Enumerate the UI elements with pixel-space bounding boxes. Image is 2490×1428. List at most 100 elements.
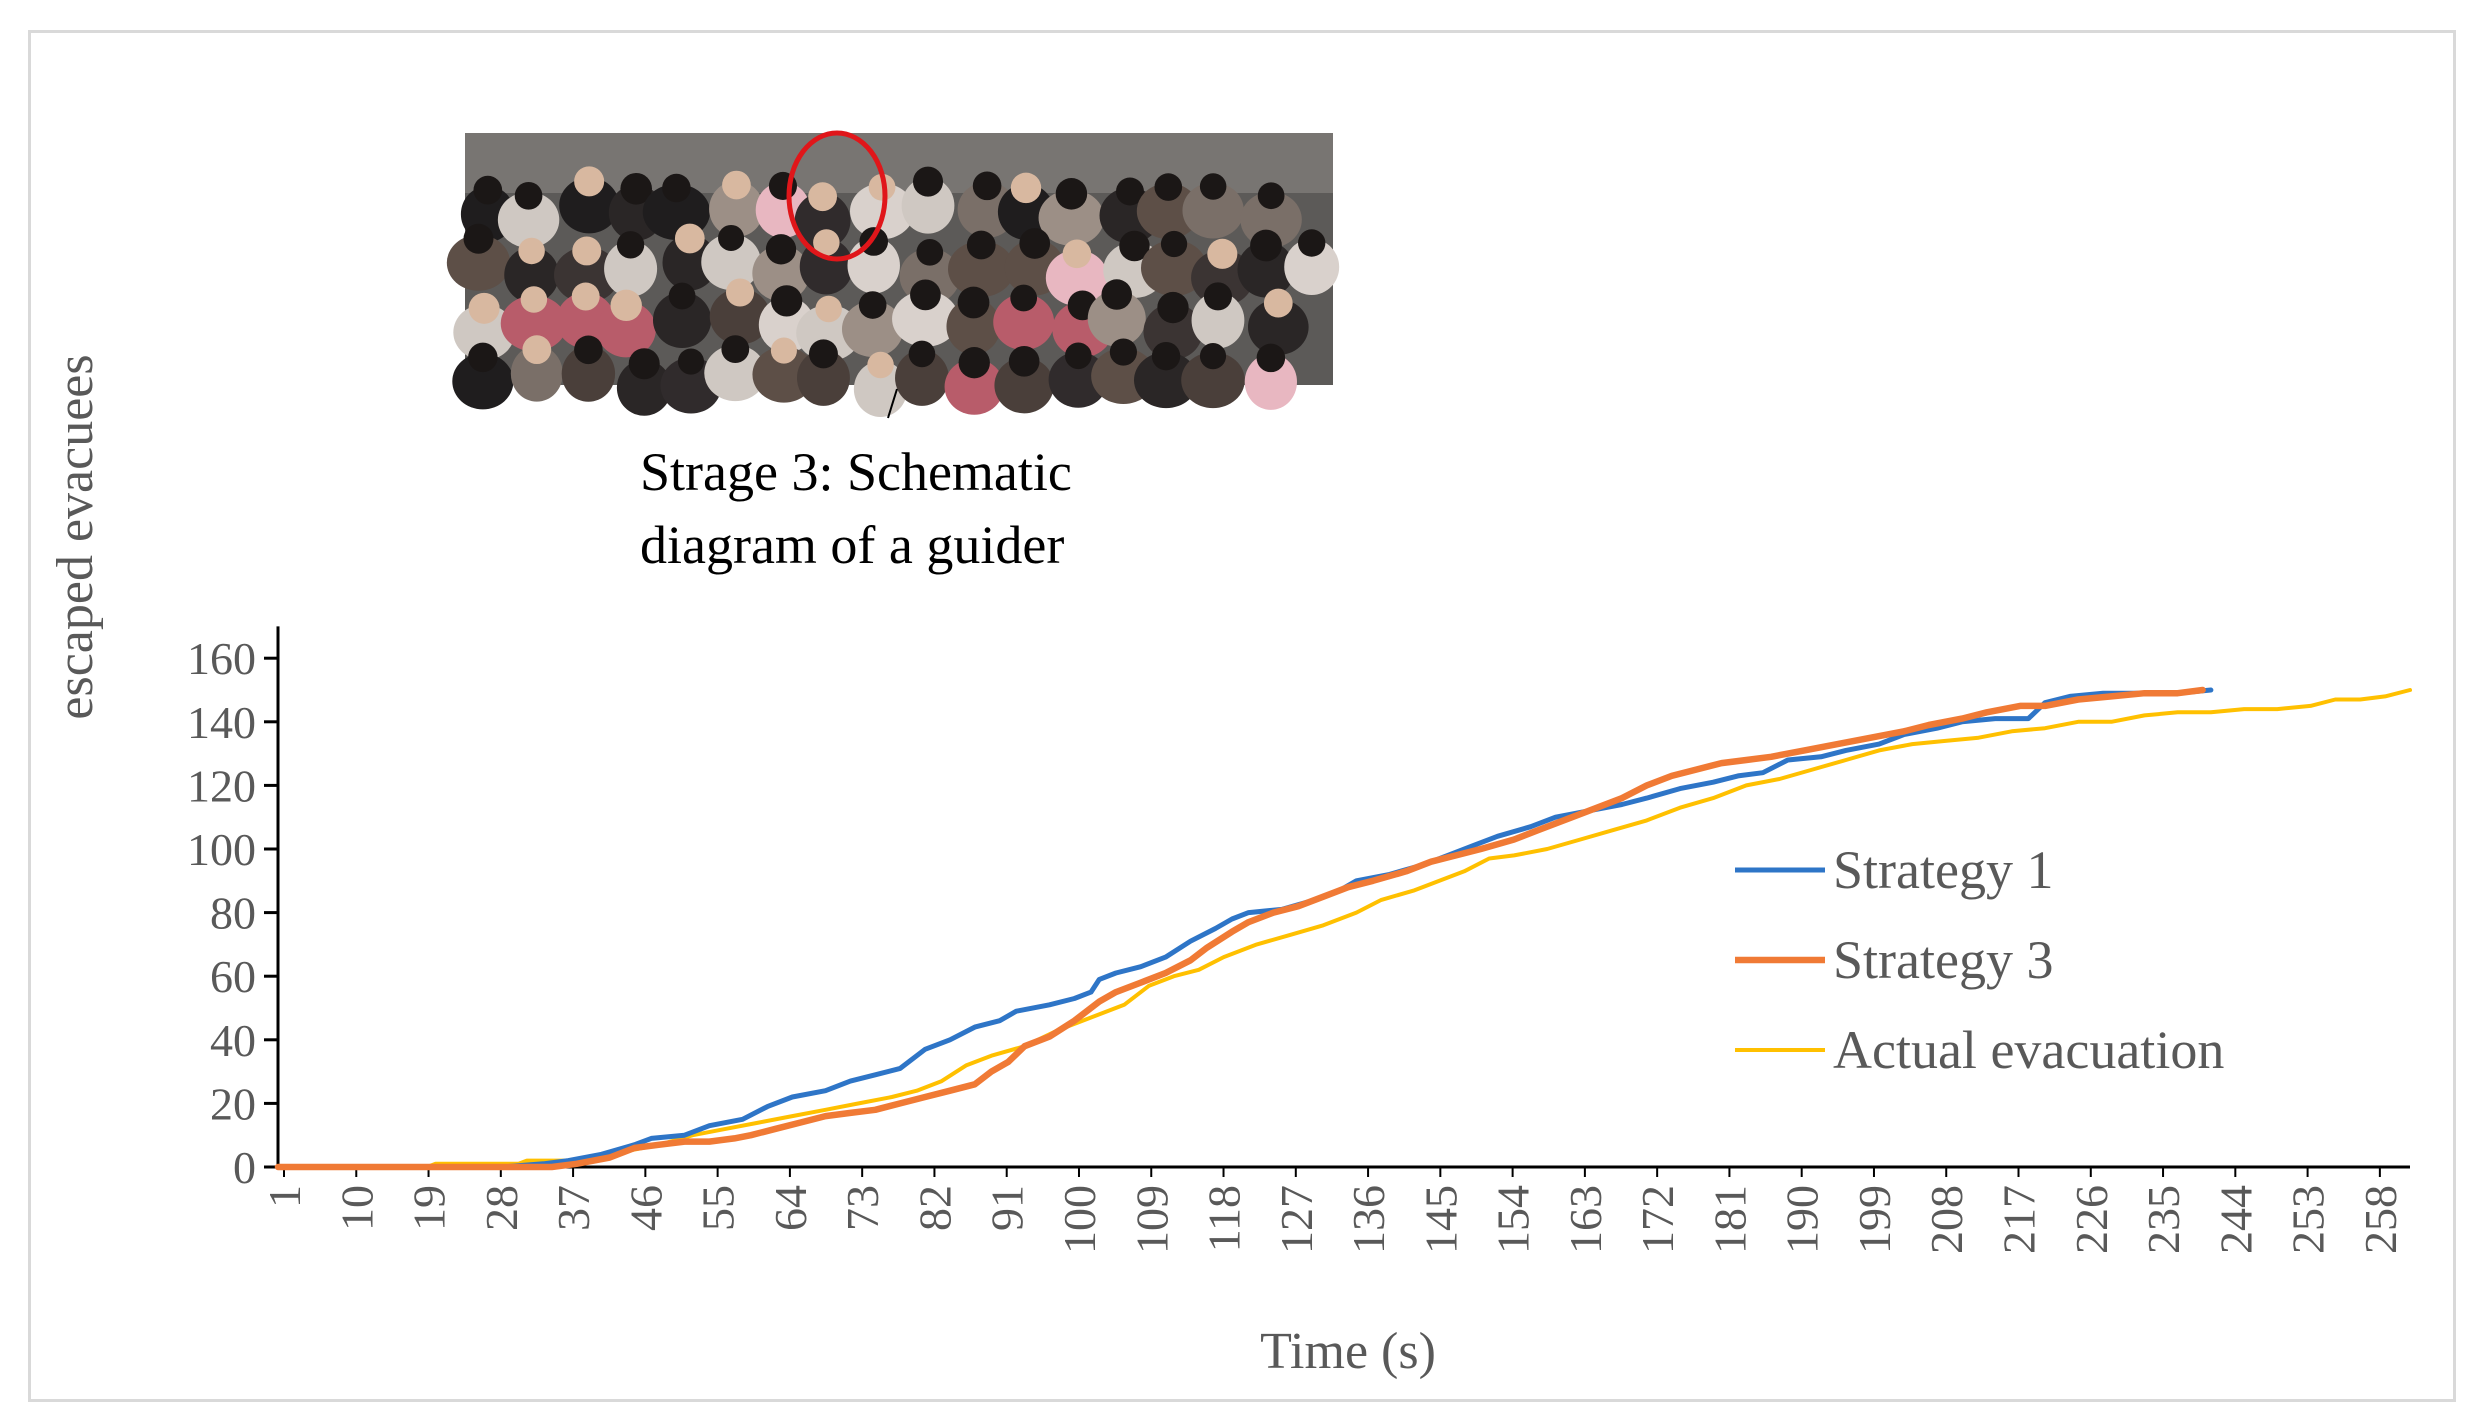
crowd-head [1199, 343, 1227, 370]
y-tick-label: 20 [210, 1078, 256, 1129]
y-tick-label: 160 [187, 633, 256, 684]
crowd-body [662, 234, 718, 291]
x-tick-label: 226 [2066, 1185, 2117, 1254]
crowd-head [725, 278, 755, 307]
crowd-head [628, 348, 660, 380]
crowd-head [765, 234, 797, 265]
crowd-body [500, 295, 568, 352]
crowd-body [596, 301, 656, 358]
crowd-head [1154, 173, 1183, 201]
crowd-head [1263, 288, 1293, 318]
x-tick-label: 172 [1632, 1185, 1683, 1254]
crowd-body [504, 246, 559, 303]
crowd-silhouettes [446, 166, 1340, 417]
x-tick-label: 82 [909, 1185, 960, 1231]
series-layer [274, 686, 2412, 1171]
crowd-body [561, 345, 616, 402]
crowd-head [610, 289, 642, 322]
x-tick-label: 100 [1054, 1185, 1105, 1254]
crowd-head [1010, 172, 1042, 204]
guider-highlight-circle [786, 130, 888, 262]
x-tick-label: 208 [1921, 1185, 1972, 1254]
crowd-body [704, 345, 767, 402]
crowd-head [1256, 343, 1286, 373]
annotation-line-2: diagram of a guider [640, 515, 1064, 575]
crowd-body [1237, 241, 1295, 298]
crowd-head [808, 339, 838, 369]
x-tick-label: 235 [2138, 1185, 2189, 1254]
crowd-body [453, 304, 515, 361]
crowd-head [1062, 239, 1092, 269]
crowd-head [957, 286, 990, 319]
crowd-body [709, 288, 771, 345]
crowd-body [901, 177, 955, 234]
crowd-head [468, 292, 500, 324]
y-tick-label: 80 [210, 888, 256, 939]
crowd-body [1134, 352, 1199, 409]
y-tick-label: 100 [187, 824, 256, 875]
crowd-head [813, 229, 840, 256]
x-tick-label: 91 [982, 1185, 1033, 1231]
x-tick-label: 136 [1343, 1185, 1394, 1254]
crowd-body [497, 191, 560, 248]
crowd-head [616, 231, 645, 259]
crowd-body [946, 298, 1001, 355]
legend: Strategy 1 Strategy 3 Actual evacuation [1735, 840, 2224, 1080]
crowd-head [1199, 173, 1227, 200]
legend-label: Strategy 3 [1833, 930, 2053, 990]
crowd-head [815, 295, 842, 323]
crowd-head [522, 335, 552, 365]
inset-photo: Strage 3: Schematic diagram of a guider [446, 130, 1340, 575]
crowd-head [718, 224, 745, 251]
crowd-head [468, 342, 498, 373]
y-tick-label: 120 [187, 760, 256, 811]
crowd-head [571, 282, 600, 311]
crowd-body [796, 349, 850, 406]
crowd-body [1284, 239, 1340, 296]
crowd-head [972, 171, 1002, 201]
crowd-head [1019, 228, 1051, 259]
crowd-body [947, 240, 1015, 297]
x-tick-label: 55 [693, 1185, 744, 1231]
series-line-strategy-3 [274, 686, 2206, 1171]
crowd-body [616, 359, 672, 416]
crowd-head [674, 223, 705, 254]
crowd-body [993, 294, 1055, 351]
crowd-head [1064, 342, 1092, 370]
inset-photo-upper-wall [465, 133, 1333, 193]
crowd-head [958, 347, 990, 379]
crowd-body [701, 233, 761, 290]
crowd-body [1048, 351, 1108, 408]
crowd-head [916, 238, 944, 266]
crowd-body [895, 349, 949, 406]
crowd-head [1298, 229, 1326, 257]
crowd-body [652, 292, 712, 349]
crowd-body [553, 246, 620, 303]
crowd-body [1140, 239, 1208, 296]
crowd-head [770, 337, 797, 364]
crowd-body [1038, 189, 1105, 246]
x-tick-label: 64 [765, 1185, 816, 1231]
crowd-head [520, 286, 548, 313]
annotation-pointer-line [887, 388, 898, 419]
crowd-head [514, 181, 543, 210]
crowd-body [994, 357, 1054, 414]
x-tick-label: 28 [476, 1185, 527, 1231]
x-tick-label: 244 [2210, 1185, 2261, 1254]
x-tick-label: 10 [331, 1185, 382, 1231]
x-tick-label: 190 [1777, 1185, 1828, 1254]
crowd-head [473, 175, 503, 205]
x-tick-label: 19 [404, 1185, 455, 1231]
y-tick-label: 40 [210, 1015, 256, 1066]
crowd-head [1101, 279, 1133, 310]
crowd-head [722, 170, 751, 200]
crowd-head [1250, 229, 1282, 262]
x-tick-label: 217 [1994, 1185, 2045, 1254]
crowd-head [1151, 341, 1181, 371]
crowd-body [559, 177, 620, 234]
annotation-line-1: Strage 3: Schematic [640, 442, 1072, 502]
crowd-body [892, 290, 959, 347]
crowd-head [1157, 291, 1189, 324]
crowd-body [1247, 299, 1309, 356]
